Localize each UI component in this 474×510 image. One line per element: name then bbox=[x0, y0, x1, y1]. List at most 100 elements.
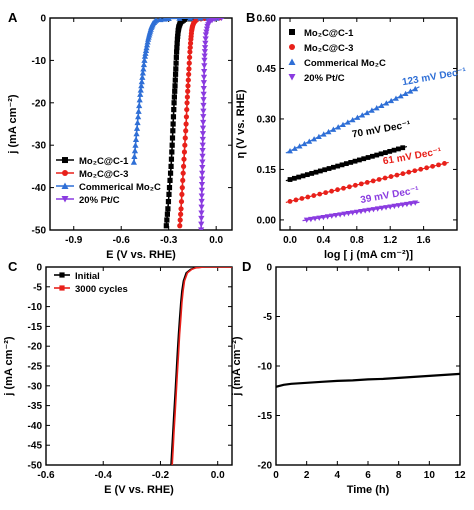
axes-frame bbox=[275, 266, 461, 466]
data-point bbox=[183, 128, 189, 134]
data-point bbox=[171, 106, 177, 113]
data-point bbox=[198, 210, 205, 217]
panel-letter: D bbox=[242, 259, 251, 274]
y-tick-label: -50 bbox=[28, 461, 43, 472]
axes-frame bbox=[49, 17, 233, 231]
x-tick-label: 1.6 bbox=[417, 235, 431, 246]
data-point bbox=[203, 29, 210, 36]
x-tick-label: 4 bbox=[335, 470, 341, 481]
y-tick-label: -5 bbox=[33, 282, 42, 293]
data-point bbox=[174, 36, 180, 42]
x-tick-label: 10 bbox=[424, 470, 436, 481]
series bbox=[163, 18, 225, 229]
data-point bbox=[200, 119, 207, 126]
data-point bbox=[203, 26, 211, 33]
legend-label: 3000 cycles bbox=[75, 284, 128, 295]
data-point bbox=[130, 159, 137, 165]
data-point bbox=[182, 135, 188, 141]
y-tick-label: -30 bbox=[28, 381, 43, 392]
y-tick-label: -20 bbox=[258, 461, 273, 472]
data-point bbox=[185, 88, 191, 94]
plot-area bbox=[130, 18, 225, 230]
series-line bbox=[276, 372, 460, 388]
x-tick-label: 6 bbox=[365, 470, 371, 481]
data-point bbox=[200, 85, 207, 92]
data-point bbox=[177, 223, 183, 229]
x-tick-label: 0.0 bbox=[209, 235, 223, 246]
data-point bbox=[141, 53, 149, 59]
series-line bbox=[170, 267, 232, 465]
data-point bbox=[199, 125, 207, 132]
y-axis-label: η (V vs. RHE) bbox=[235, 89, 247, 158]
data-point bbox=[132, 142, 139, 148]
legend-marker bbox=[288, 58, 296, 65]
plot-area bbox=[276, 372, 460, 388]
data-point bbox=[131, 153, 138, 159]
data-point bbox=[171, 94, 177, 100]
data-point bbox=[138, 82, 145, 89]
y-tick-label: -15 bbox=[258, 411, 273, 422]
data-point bbox=[187, 49, 193, 55]
data-point bbox=[180, 163, 187, 169]
data-point bbox=[165, 198, 172, 205]
y-tick-label: 0.45 bbox=[257, 64, 277, 75]
data-point bbox=[133, 130, 140, 137]
x-tick-label: 0.8 bbox=[350, 235, 364, 246]
legend-label: Mo₂C@C-3 bbox=[79, 169, 128, 180]
y-tick-label: -30 bbox=[32, 141, 47, 152]
series bbox=[285, 161, 449, 204]
data-point bbox=[172, 88, 178, 94]
series bbox=[302, 200, 420, 223]
legend-marker bbox=[61, 182, 69, 190]
data-point bbox=[170, 121, 176, 127]
x-tick-label: 2 bbox=[304, 470, 310, 481]
y-tick-label: -25 bbox=[28, 362, 43, 373]
x-axis-label: Time (h) bbox=[347, 484, 390, 496]
y-tick-label: -40 bbox=[32, 183, 47, 194]
data-point bbox=[164, 217, 170, 223]
y-tick-label: -10 bbox=[28, 302, 43, 313]
y-tick-label: 0 bbox=[40, 14, 46, 25]
data-point bbox=[199, 159, 206, 166]
data-point bbox=[186, 60, 192, 66]
y-axis-label: j (mA cm⁻²) bbox=[231, 336, 243, 397]
series bbox=[285, 145, 408, 182]
series bbox=[285, 85, 420, 154]
y-tick-label: -10 bbox=[258, 362, 273, 373]
data-point bbox=[140, 65, 147, 72]
data-point bbox=[137, 91, 144, 97]
data-point bbox=[200, 74, 208, 81]
data-point bbox=[137, 86, 144, 93]
data-point bbox=[167, 170, 174, 176]
data-point bbox=[174, 40, 180, 46]
data-point bbox=[201, 49, 208, 55]
data-point bbox=[131, 147, 139, 154]
x-tick-label: 0 bbox=[273, 470, 279, 481]
data-point bbox=[201, 63, 208, 69]
data-point bbox=[178, 211, 184, 217]
plot-area bbox=[170, 267, 232, 465]
y-tick-label: -50 bbox=[32, 226, 47, 237]
legend-label: Initial bbox=[75, 271, 100, 282]
data-point bbox=[179, 191, 185, 197]
data-point bbox=[198, 204, 205, 211]
data-point bbox=[183, 114, 190, 120]
data-point bbox=[141, 57, 148, 63]
slope-label: 70 mV Dec⁻¹ bbox=[351, 119, 412, 140]
data-point bbox=[202, 32, 209, 39]
y-tick-label: 0.15 bbox=[257, 165, 277, 176]
data-point bbox=[199, 170, 206, 177]
data-point bbox=[200, 114, 207, 120]
data-point bbox=[187, 40, 194, 46]
data-point bbox=[175, 33, 181, 39]
data-point bbox=[181, 18, 188, 22]
data-point bbox=[143, 41, 151, 48]
y-tick-label: -5 bbox=[263, 312, 272, 323]
x-axis-label: E (V vs. RHE) bbox=[104, 484, 174, 496]
data-point bbox=[175, 30, 181, 37]
data-point bbox=[199, 153, 206, 160]
panel-letter: A bbox=[8, 10, 18, 25]
series bbox=[170, 267, 232, 465]
fit-line bbox=[285, 145, 408, 182]
data-point bbox=[169, 142, 175, 148]
